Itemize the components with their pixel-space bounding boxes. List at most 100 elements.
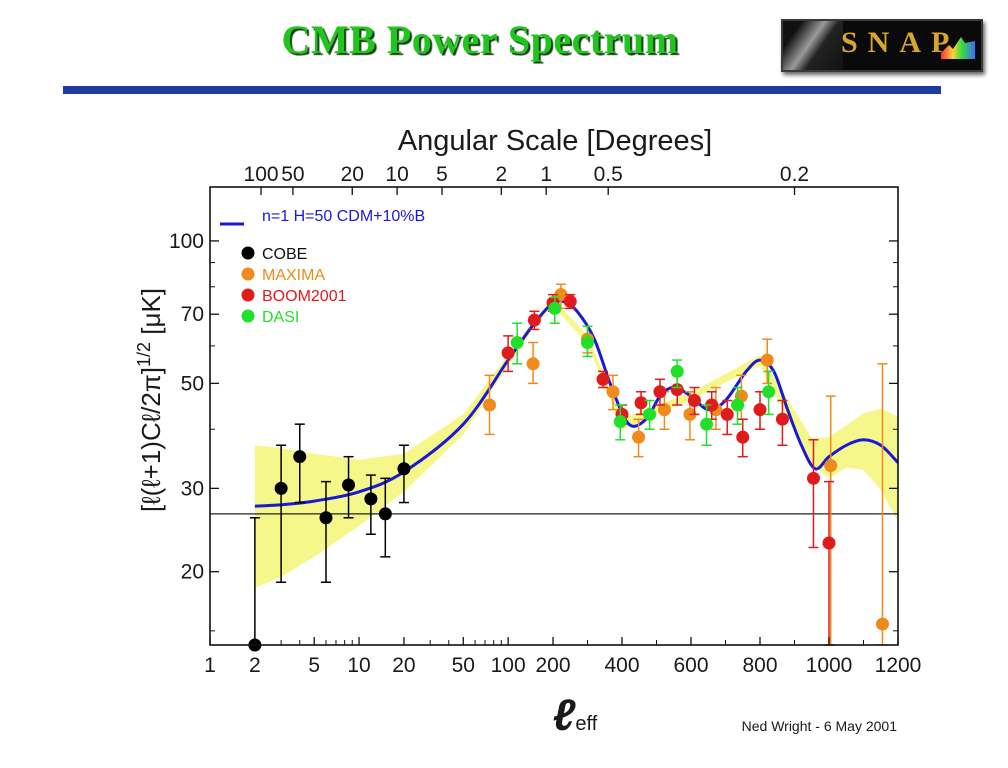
y-tick-label: 100: [169, 230, 204, 253]
x-tick-label: 100: [491, 654, 526, 677]
boom2001-point: [596, 370, 610, 389]
boom2001-point: [527, 310, 541, 331]
legend-boom2001-marker: [241, 288, 255, 302]
cobe-marker: [274, 481, 288, 495]
cosmic-variance-band: [254, 299, 898, 588]
maxima-point: [483, 374, 497, 436]
boom2001-marker: [687, 394, 701, 408]
legend-dasi-label: DASI: [262, 309, 299, 326]
dasi-point: [700, 404, 714, 447]
dasi-marker: [510, 336, 524, 350]
dasi-marker: [700, 417, 714, 431]
legend-cobe-marker: [241, 246, 255, 260]
logo-text: SNAP: [841, 26, 960, 59]
maxima-marker: [657, 403, 671, 417]
legend-model-label: n=1 H=50 CDM+10%B: [262, 208, 425, 225]
cobe-point: [378, 477, 392, 558]
boom2001-marker: [527, 313, 541, 327]
boom2001-point: [753, 391, 767, 430]
boom2001-marker: [596, 372, 610, 386]
snap-logo: SNAP: [781, 19, 983, 72]
maxima-marker: [526, 357, 540, 371]
cobe-marker: [397, 462, 411, 476]
legend-cobe-label: COBE: [262, 246, 307, 263]
y-tick-label: 20: [181, 561, 204, 584]
maxima-point: [875, 363, 889, 646]
dasi-marker: [581, 336, 594, 350]
x-tick-label: 5: [308, 654, 320, 677]
boom2001-point: [736, 418, 750, 458]
dasi-marker: [731, 398, 745, 412]
logo-swoosh-graphic: [783, 21, 843, 70]
dasi-marker: [643, 407, 657, 421]
maxima-point: [606, 374, 620, 411]
maxima-marker: [875, 617, 889, 631]
top-tick-label: 0.5: [594, 163, 623, 186]
y-tick-label: 30: [181, 477, 204, 500]
dasi-point: [613, 404, 627, 441]
top-tick-label: 5: [436, 163, 448, 186]
dasi-point: [581, 325, 594, 358]
boom2001-point: [705, 391, 719, 420]
x-tick-label: 20: [392, 654, 415, 677]
boom2001-point: [775, 399, 789, 447]
legend-dasi-marker: [241, 309, 255, 323]
slide-title: CMB Power Spectrum: [281, 17, 679, 62]
maxima-marker: [483, 398, 497, 412]
boom2001-marker: [806, 471, 820, 485]
top-tick-label: 1: [540, 163, 552, 186]
cobe-point: [364, 474, 378, 535]
boom2001-marker: [720, 407, 734, 421]
boom2001-marker: [634, 396, 648, 410]
title-divider: [63, 86, 941, 94]
cobe-point: [342, 455, 356, 519]
maxima-point: [734, 374, 748, 420]
maxima-marker: [824, 459, 838, 473]
maxima-point: [657, 391, 671, 430]
x-tick-label: 2: [249, 654, 261, 677]
legend-boom2001-label: BOOM2001: [262, 288, 347, 305]
top-axis-label: Angular Scale [Degrees]: [398, 125, 712, 157]
maxima-marker: [606, 385, 620, 399]
x-tick-label: 1000: [806, 654, 853, 677]
top-tick-label: 20: [341, 163, 364, 186]
boom2001-marker: [653, 385, 667, 399]
boom2001-marker: [753, 403, 767, 417]
x-tick-label: 200: [535, 654, 570, 677]
dasi-point: [643, 399, 657, 430]
boom2001-marker: [705, 398, 719, 412]
cobe-marker: [293, 450, 307, 464]
maxima-marker: [760, 353, 774, 367]
cobe-marker: [342, 478, 356, 492]
cobe-point: [274, 444, 288, 583]
dasi-point: [548, 296, 562, 324]
legend-maxima-marker: [241, 267, 255, 281]
cobe-marker: [364, 492, 378, 506]
dasi-point: [731, 386, 745, 425]
boom2001-point: [687, 386, 701, 416]
dasi-marker: [613, 415, 627, 429]
boom2001-marker: [501, 346, 515, 360]
maxima-point: [760, 338, 774, 385]
dasi-point: [762, 370, 776, 416]
cobe-point: [319, 480, 333, 583]
x-tick-label: 50: [452, 654, 475, 677]
boom2001-point: [822, 480, 836, 646]
x-axis-label: ℓeff: [553, 691, 598, 740]
top-tick-label: 2: [495, 163, 507, 186]
x-tick-label: 1200: [875, 654, 922, 677]
dasi-point: [670, 359, 684, 389]
x-tick-label: 800: [742, 654, 777, 677]
top-tick-label: 50: [281, 163, 304, 186]
boom2001-point: [653, 378, 667, 406]
boom2001-point: [720, 399, 734, 436]
plot-frame: [209, 186, 899, 646]
top-tick-label: 10: [385, 163, 408, 186]
dasi-marker: [670, 364, 684, 378]
boom2001-point: [563, 293, 577, 310]
x-tick-label: 600: [673, 654, 708, 677]
maxima-marker: [632, 430, 646, 444]
boom2001-point: [806, 439, 820, 549]
boom2001-marker: [670, 383, 684, 397]
legend-maxima-label: MAXIMA: [262, 267, 325, 284]
